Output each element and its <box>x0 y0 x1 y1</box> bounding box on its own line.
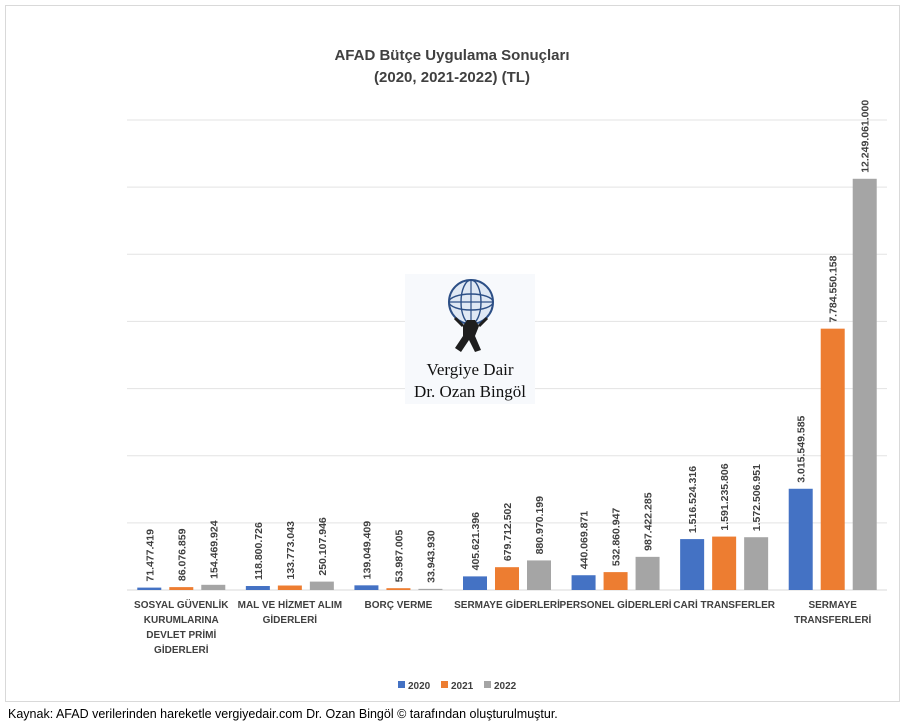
category-label: GİDERLERİ <box>154 643 209 656</box>
bar-2022-3 <box>418 588 443 590</box>
bar-2020-7 <box>788 488 813 590</box>
globe-atlas-icon <box>448 279 494 352</box>
category-label: SOSYAL GÜVENLİK <box>134 598 229 611</box>
data-label: 12.249.061.000 <box>860 100 872 173</box>
data-label: 71.477.419 <box>144 529 156 582</box>
bar-2020-5 <box>571 575 596 590</box>
data-label: 880.970.199 <box>534 496 546 555</box>
legend-swatch-2021 <box>441 681 448 688</box>
bar-2020-3 <box>354 585 379 590</box>
bar-2022-1 <box>201 584 226 590</box>
bar-2021-7 <box>820 328 845 590</box>
data-label: 7.784.550.158 <box>828 255 840 322</box>
bar-2022-5 <box>635 556 660 590</box>
data-label: 987.422.285 <box>643 492 655 551</box>
data-label: 139.049.409 <box>361 521 373 580</box>
watermark: Vergiye Dair Dr. Ozan Bingöl <box>405 274 535 404</box>
category-label: SERMAYE <box>808 600 857 611</box>
bar-2021-3 <box>386 588 411 590</box>
category-label: TRANSFERLERİ <box>794 613 871 626</box>
watermark-line1: Vergiye Dair <box>426 360 514 379</box>
data-label: 532.860.947 <box>611 508 623 567</box>
data-label: 405.621.396 <box>470 512 482 571</box>
category-label: PERSONEL GİDERLERİ <box>560 598 672 611</box>
category-label: BORÇ VERME <box>365 600 433 611</box>
bar-2022-2 <box>309 581 334 590</box>
bar-2021-5 <box>603 572 628 590</box>
category-label: SERMAYE GİDERLERİ <box>454 598 560 611</box>
category-label: KURUMLARINA <box>144 615 219 626</box>
source-note: Kaynak: AFAD verilerinden hareketle verg… <box>8 707 558 721</box>
category-label: CARİ TRANSFERLER <box>673 598 775 611</box>
data-label: 53.987.005 <box>393 529 405 582</box>
data-label: 118.800.726 <box>253 522 265 580</box>
bar-2021-1 <box>169 587 194 590</box>
data-label: 33.943.930 <box>425 530 437 583</box>
data-label: 1.591.235.806 <box>719 463 731 530</box>
legend-label-2022: 2022 <box>494 681 517 692</box>
bar-2021-4 <box>495 567 519 590</box>
category-label: DEVLET PRİMİ <box>146 628 216 641</box>
bar-2020-2 <box>245 586 270 590</box>
bar-2022-6 <box>744 537 769 590</box>
data-label: 154.469.924 <box>208 520 220 579</box>
legend-label-2021: 2021 <box>451 681 474 692</box>
chart-title: AFAD Bütçe Uygulama Sonuçları <box>334 47 569 64</box>
data-label: 86.076.859 <box>176 528 188 581</box>
bar-2022-7 <box>852 178 877 590</box>
data-label: 133.773.043 <box>285 521 297 580</box>
bar-2021-6 <box>712 536 737 590</box>
data-label: 440.069.871 <box>579 511 591 570</box>
watermark-line2: Dr. Ozan Bingöl <box>414 382 526 401</box>
bar-2020-6 <box>680 539 705 590</box>
legend-swatch-2022 <box>484 681 491 688</box>
bar-2021-2 <box>277 585 302 590</box>
data-label: 1.516.524.316 <box>687 466 699 533</box>
data-label: 679.712.502 <box>502 503 514 562</box>
legend-swatch-2020 <box>398 681 405 688</box>
data-label: 1.572.506.951 <box>751 464 763 531</box>
data-label: 3.015.549.585 <box>796 415 808 482</box>
bar-2022-4 <box>527 560 551 590</box>
category-label: MAL VE HİZMET ALIM <box>238 598 342 611</box>
legend-label-2020: 2020 <box>408 681 431 692</box>
data-label: 250.107.946 <box>317 517 329 576</box>
bar-2020-4 <box>463 576 487 590</box>
category-label: GİDERLERİ <box>263 613 318 626</box>
bar-2020-1 <box>137 587 162 590</box>
chart-subtitle: (2020, 2021-2022) (TL) <box>374 69 530 86</box>
